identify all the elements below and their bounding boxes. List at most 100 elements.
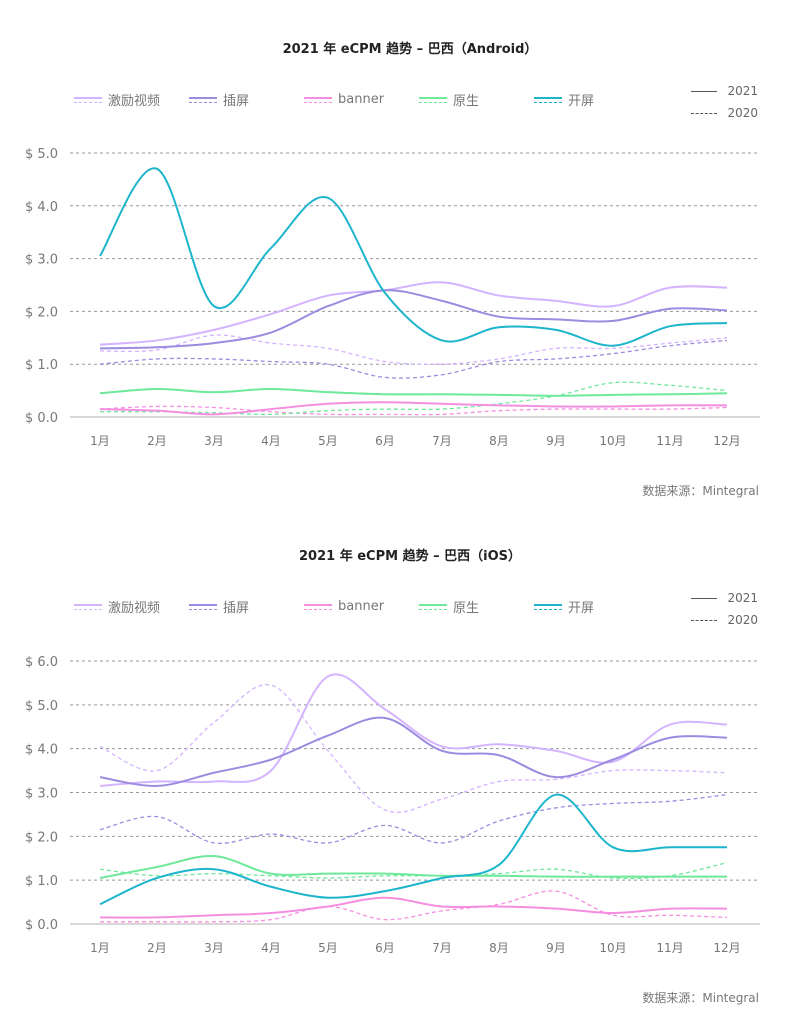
legend-item[interactable]: 插屏: [189, 90, 304, 109]
y-tick-label: $ 5.0: [25, 147, 58, 162]
x-tick-label: 4月: [261, 941, 281, 955]
y-tick-label: $ 3.0: [25, 253, 58, 268]
x-tick-label: 6月: [375, 434, 395, 448]
x-tick-label: 12月: [713, 941, 740, 955]
series-line-2020-激励视频: [99, 334, 728, 365]
legend-item[interactable]: 插屏: [189, 597, 304, 616]
x-tick-label: 3月: [204, 434, 224, 448]
x-tick-label: 2月: [147, 434, 167, 448]
x-tick-label: 11月: [656, 434, 683, 448]
x-tick-label: 11月: [656, 941, 683, 955]
y-tick-label: $ 0.0: [25, 411, 58, 426]
x-tick-label: 8月: [489, 434, 509, 448]
legend-label: 插屏: [223, 94, 250, 109]
legend-swatch: [74, 94, 102, 106]
legend-swatch: [419, 601, 447, 613]
y-tick-label: $ 3.0: [25, 787, 58, 802]
year-legend-2021: 2021: [691, 591, 758, 605]
android-chart-panel: 2021 年 eCPM 趋势 – 巴西（Android） 激励视频 插屏 banner…: [25, 42, 760, 498]
series-line-2020-插屏: [99, 339, 728, 379]
x-tick-label: 10月: [599, 941, 626, 955]
x-tick-label: 1月: [90, 434, 110, 448]
year-label: 2021: [727, 84, 758, 98]
legend-swatch: [189, 601, 217, 613]
x-tick-label: 5月: [318, 434, 338, 448]
x-tick-label: 9月: [546, 941, 566, 955]
legend-item[interactable]: 激励视频: [74, 597, 189, 616]
series-line-2021-开屏: [99, 793, 727, 906]
legend-item[interactable]: 开屏: [534, 90, 649, 109]
x-tick-label: 7月: [432, 434, 452, 448]
x-tick-label: 9月: [546, 434, 566, 448]
x-tick-label: 6月: [375, 941, 395, 955]
plot-area: $ 0.0 $ 1.0 $ 2.0 $ 3.0 $ 4.0 $ 5.0 1月 2月 3月 4月 5月…: [25, 147, 760, 448]
legend-swatch: [534, 601, 562, 613]
y-tick-label: $ 1.0: [25, 358, 58, 373]
x-tick-label: 8月: [489, 941, 509, 955]
x-tick-label: 10月: [599, 434, 626, 448]
y-tick-label: $ 4.0: [25, 743, 58, 758]
x-tick-label: 2月: [147, 941, 167, 955]
series-line-2020-插屏: [99, 794, 728, 845]
chart-title: 2021 年 eCPM 趋势 – 巴西（Android）: [282, 42, 538, 57]
series-line-2021-原生: [99, 855, 727, 879]
y-tick-label: $ 1.0: [25, 874, 58, 889]
year-legend-2020: 2020: [691, 106, 758, 120]
series-line-2021-插屏: [99, 289, 728, 350]
plot-area: $ 0.0 $ 1.0 $ 2.0 $ 3.0 $ 4.0 $ 5.0 $ 6.0 1月 2月 3…: [25, 655, 760, 955]
year-label: 2020: [727, 613, 758, 627]
y-tick-label: $ 4.0: [25, 200, 58, 215]
legend-label: 插屏: [223, 601, 250, 616]
series-legend: 激励视频 插屏 banner 原生 开屏: [74, 597, 649, 616]
legend-item[interactable]: banner: [304, 90, 419, 109]
year-label: 2020: [727, 106, 758, 120]
ios-chart-panel: 2021 年 eCPM 趋势 – 巴西（iOS） 激励视频 插屏 banner 原生 开屏…: [0, 507, 792, 1019]
legend-item[interactable]: 原生: [419, 597, 534, 616]
y-tick-label: $ 2.0: [25, 305, 58, 320]
series-line-2020-原生: [99, 861, 728, 880]
series-line-2020-banner: [99, 890, 728, 923]
legend-swatch: [189, 94, 217, 106]
legend-label: 激励视频: [108, 601, 161, 616]
legend-swatch: [74, 601, 102, 613]
y-tick-label: $ 6.0: [25, 655, 58, 670]
legend-swatch: [304, 94, 332, 106]
y-tick-label: $ 5.0: [25, 699, 58, 714]
legend-item[interactable]: 原生: [419, 90, 534, 109]
data-source: 数据来源：Mintegral: [642, 991, 759, 1005]
series-line-2020-banner: [99, 405, 728, 416]
legend-label: 开屏: [568, 601, 595, 616]
legend-item[interactable]: 激励视频: [74, 90, 189, 109]
legend-item[interactable]: 开屏: [534, 597, 649, 616]
legend-label: 开屏: [568, 94, 595, 109]
legend-label: 原生: [453, 601, 480, 616]
legend-label: banner: [338, 92, 385, 107]
series-line-2021-开屏: [99, 167, 728, 347]
chart-title: 2021 年 eCPM 趋势 – 巴西（iOS）: [298, 549, 521, 564]
y-tick-label: $ 0.0: [25, 918, 58, 933]
legend-swatch: [304, 601, 332, 613]
x-tick-label: 5月: [318, 941, 338, 955]
legend-label: 原生: [453, 94, 480, 109]
series-line-2021-插屏: [99, 716, 728, 787]
series-line-2021-banner: [99, 401, 728, 416]
legend-swatch: [419, 94, 447, 106]
year-label: 2021: [727, 591, 758, 605]
legend-label: 激励视频: [108, 94, 161, 109]
series-line-2021-原生: [99, 388, 728, 397]
x-tick-label: 12月: [713, 434, 740, 448]
data-source: 数据来源：Mintegral: [642, 484, 759, 498]
legend-swatch: [534, 94, 562, 106]
series-legend: 激励视频 插屏 banner 原生 开屏: [74, 90, 649, 109]
x-tick-label: 7月: [432, 941, 452, 955]
x-tick-label: 3月: [204, 941, 224, 955]
legend-label: banner: [338, 599, 385, 614]
legend-item[interactable]: banner: [304, 597, 419, 616]
x-tick-label: 4月: [261, 434, 281, 448]
series-line-2021-激励视频: [99, 281, 728, 346]
series-line-2020-原生: [99, 381, 728, 416]
year-legend-2021: 2021: [691, 84, 758, 98]
x-tick-label: 1月: [90, 941, 110, 955]
y-tick-label: $ 2.0: [25, 830, 58, 845]
series-line-2021-激励视频: [99, 673, 728, 787]
